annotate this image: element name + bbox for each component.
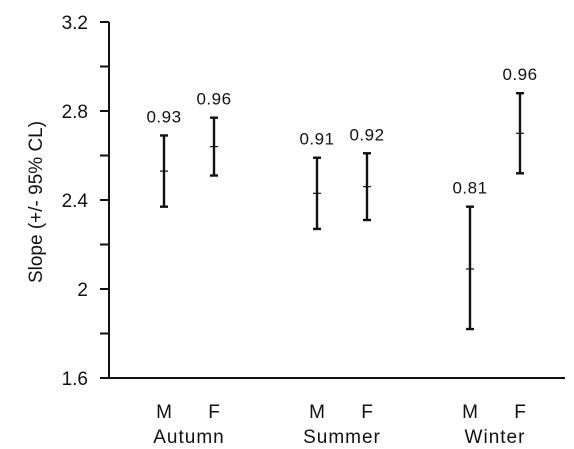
axes xyxy=(108,22,565,379)
y-tick-label: 2.8 xyxy=(62,102,88,123)
error-bar-autumn-f: 0.96 xyxy=(196,90,231,177)
data-label: 0.93 xyxy=(146,107,181,126)
x-category-label: M xyxy=(156,402,172,423)
error-bar-winter-f: 0.96 xyxy=(502,65,537,175)
x-category-label: M xyxy=(462,402,478,423)
y-axis-label: Slope (+/- 95% CL) xyxy=(26,121,47,283)
data-label: 0.81 xyxy=(452,179,487,198)
error-bar-autumn-m: 0.93 xyxy=(146,107,181,208)
x-group-label: Summer xyxy=(303,427,381,448)
error-bar-summer-f: 0.92 xyxy=(349,125,384,222)
data-label: 0.92 xyxy=(349,125,384,144)
x-category-label: M xyxy=(309,402,325,423)
y-tick-label: 3.2 xyxy=(62,13,88,34)
x-category-label: F xyxy=(361,402,373,423)
y-tick-label: 2 xyxy=(77,280,88,301)
x-category-label: F xyxy=(514,402,526,423)
y-ticks: 1.6 2 2.4 2.8 3.2 xyxy=(62,13,109,390)
y-tick-label: 1.6 xyxy=(62,369,88,390)
data-label: 0.96 xyxy=(502,65,537,84)
data-label: 0.96 xyxy=(196,90,231,109)
x-labels: M F M F M F Autumn Summer Winter xyxy=(153,402,526,448)
x-category-label: F xyxy=(208,402,220,423)
error-bars: 0.93 0.96 0.91 0.92 0.81 0.96 xyxy=(146,65,537,331)
data-label: 0.91 xyxy=(299,130,334,149)
error-bar-summer-m: 0.91 xyxy=(299,130,334,231)
x-group-label: Winter xyxy=(465,427,526,448)
y-tick-label: 2.4 xyxy=(62,191,89,212)
x-group-label: Autumn xyxy=(153,427,224,448)
error-bar-winter-m: 0.81 xyxy=(452,179,487,331)
